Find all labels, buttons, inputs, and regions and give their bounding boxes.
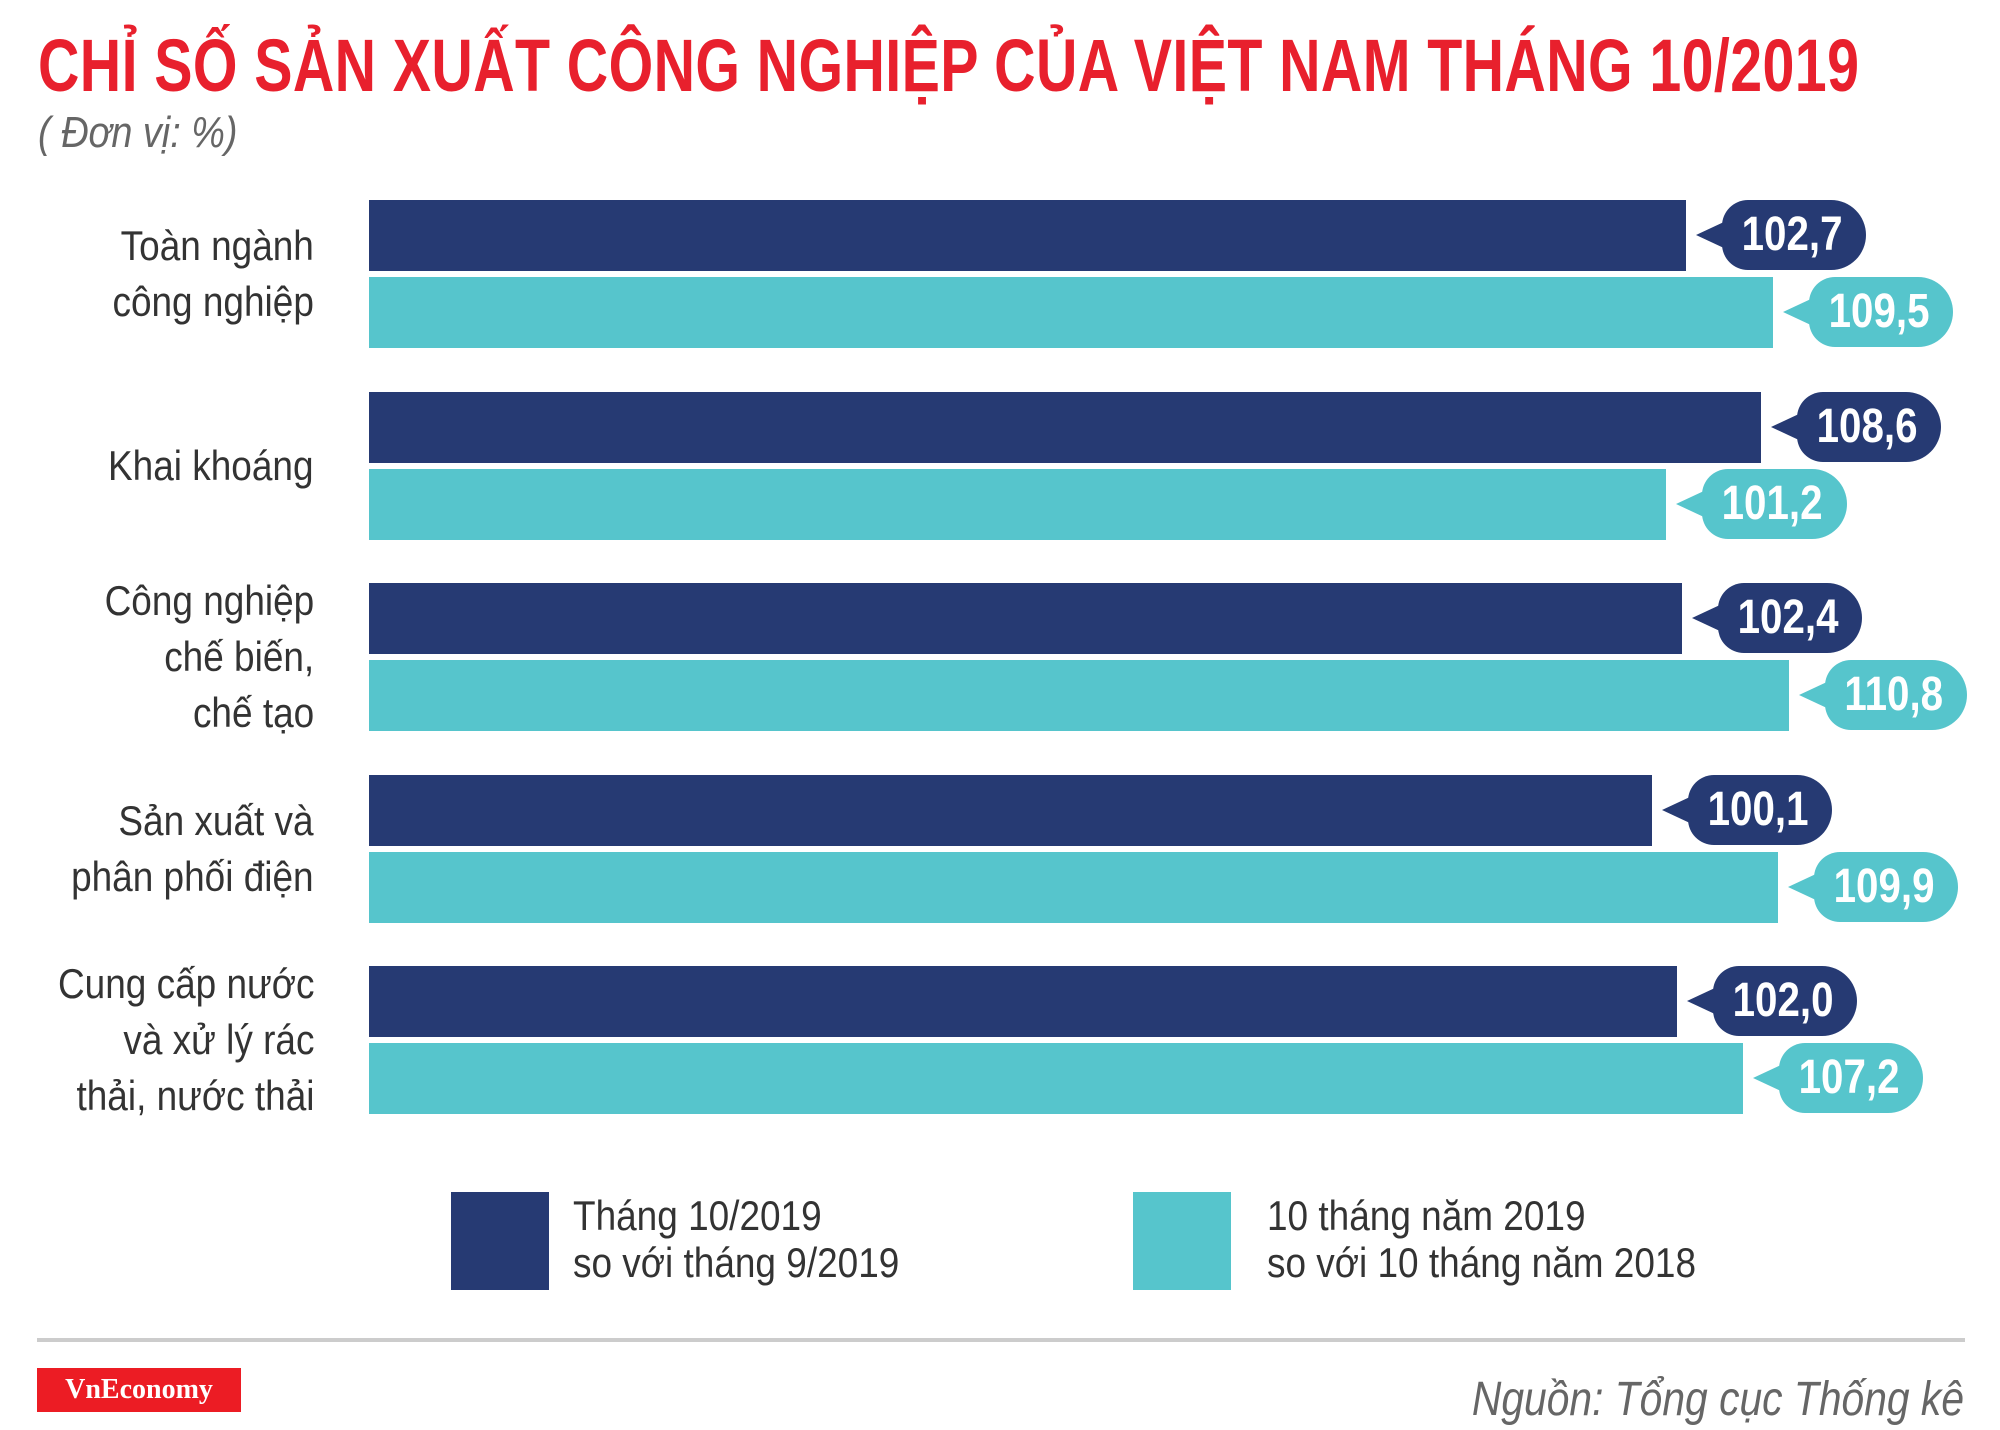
callout-pointer-icon (1799, 681, 1830, 709)
value-label: 109,9 (1833, 859, 1935, 913)
bar-ytd (369, 468, 1667, 540)
value-callout: 102,0 (1686, 966, 1857, 1036)
value-label: 100,1 (1707, 782, 1809, 836)
category-label-line: Cung cấp nước (57, 960, 314, 1007)
category-label-line: chế biến, (163, 633, 314, 680)
value-callout: 102,7 (1695, 200, 1866, 270)
bar-ytd (369, 277, 1773, 348)
category-label-line: chế tạo (192, 689, 314, 736)
bar-chart: Toàn ngành công nghiệp 102,7 109,5 Khai khoá… (57, 200, 1967, 1124)
value-callout: 108,6 (1771, 391, 1942, 462)
value-callout: 109,5 (1782, 277, 1953, 347)
value-callout: 102,4 (1691, 583, 1862, 653)
value-label: 108,6 (1816, 399, 1918, 453)
bar-month (369, 200, 1686, 271)
value-callout: 100,1 (1662, 774, 1833, 845)
category-label: Công nghiệp chế biến, chế tạo (104, 573, 314, 741)
unit-subtitle: ( Đơn vị: %) (38, 108, 238, 157)
bar-month (369, 966, 1677, 1037)
bar-ytd (369, 1043, 1744, 1114)
callout-pointer-icon (1771, 412, 1802, 441)
source-note: Nguồn: Tổng cục Thống kê (1471, 1373, 1964, 1426)
callout-pointer-icon (1753, 1064, 1784, 1092)
category-label-line: Toàn ngành (120, 222, 315, 269)
category-label-line: và xử lý rác (122, 1016, 315, 1063)
callout-pointer-icon (1676, 489, 1707, 518)
legend-text: Tháng 10/2019 so với tháng 9/2019 (573, 1192, 899, 1286)
bar-month (369, 391, 1762, 463)
bar-ytd (369, 851, 1778, 923)
callout-pointer-icon (1782, 298, 1813, 326)
footer-divider (37, 1338, 1965, 1342)
value-label: 102,4 (1737, 591, 1839, 644)
legend-line: 10 tháng năm 2019 (1267, 1192, 1586, 1239)
category-label-line: phân phối điện (71, 852, 314, 900)
category-label: Sản xuất và phân phối điện (71, 793, 314, 905)
value-label: 102,7 (1741, 208, 1843, 261)
callout-pointer-icon (1686, 987, 1717, 1015)
value-label: 110,8 (1844, 668, 1944, 721)
value-label: 102,0 (1732, 974, 1834, 1027)
value-callout: 107,2 (1753, 1043, 1924, 1113)
vneconomy-logo: VnEconomy (37, 1368, 241, 1412)
category-label: Toàn ngành công nghiệp (113, 218, 314, 330)
callout-pointer-icon (1787, 872, 1818, 901)
bar-ytd (369, 660, 1790, 731)
bar-month (369, 774, 1653, 846)
category-label-line: thải, nước thải (75, 1072, 315, 1119)
category-label-line: Khai khoáng (108, 441, 314, 489)
callout-pointer-icon (1695, 221, 1726, 249)
value-label: 101,2 (1721, 476, 1823, 530)
value-callout: 110,8 (1799, 660, 1967, 730)
category-label-line: Sản xuất và (118, 796, 314, 844)
legend-line: so với 10 tháng năm 2018 (1267, 1239, 1697, 1286)
callout-pointer-icon (1662, 795, 1693, 824)
legend-text: 10 tháng năm 2019 so với 10 tháng năm 20… (1267, 1192, 1696, 1286)
chart-title: CHỈ SỐ SẢN XUẤT CÔNG NGHIỆP CỦA VIỆT NAM… (38, 24, 1860, 107)
legend-line: Tháng 10/2019 (573, 1192, 822, 1239)
bar-month (369, 583, 1682, 654)
legend-line: so với tháng 9/2019 (573, 1239, 900, 1286)
category-label: Cung cấp nước và xử lý rác thải, nước thải (57, 956, 314, 1124)
legend-swatch-navy (451, 1192, 549, 1290)
legend-swatch-teal (1133, 1192, 1231, 1290)
value-label: 107,2 (1798, 1051, 1900, 1104)
category-label-line: Công nghiệp (104, 577, 314, 624)
value-label: 109,5 (1828, 285, 1930, 338)
callout-pointer-icon (1691, 604, 1722, 632)
value-callout: 101,2 (1676, 468, 1847, 539)
category-label-line: công nghiệp (112, 278, 314, 325)
value-callout: 109,9 (1787, 851, 1959, 922)
category-label: Khai khoáng (108, 438, 314, 494)
